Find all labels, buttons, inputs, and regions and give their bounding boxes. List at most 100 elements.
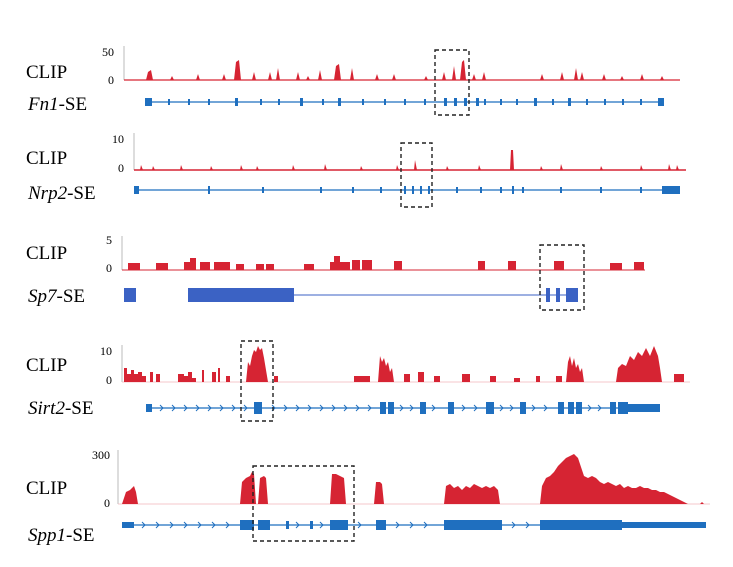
exon <box>576 402 582 414</box>
exon <box>254 402 262 414</box>
y-min-label: 0 <box>108 73 114 87</box>
exon <box>428 186 430 194</box>
exon <box>235 98 238 106</box>
exon <box>404 99 406 105</box>
highlight-box <box>252 465 355 542</box>
exon <box>476 98 479 106</box>
gene-label: Fn1-SE <box>27 94 87 115</box>
exon <box>552 99 554 105</box>
clip-peak <box>156 263 168 270</box>
exon <box>145 98 152 106</box>
gene-label: Nrp2-SE <box>27 183 96 204</box>
gene-label: Sirt2-SE <box>28 398 93 419</box>
panel-sirt2: CLIP 10 0 Sirt2-SE <box>26 340 690 422</box>
exon <box>258 520 270 530</box>
exon <box>444 520 502 530</box>
intron-arrows <box>141 521 530 529</box>
clip-signal <box>124 346 684 382</box>
clip-peak <box>200 262 210 270</box>
exon <box>534 98 537 106</box>
gene-suffix: -SE <box>67 183 96 204</box>
exon <box>586 99 588 105</box>
exon <box>122 522 134 528</box>
exon <box>556 288 560 302</box>
y-max-label: 5 <box>106 233 112 247</box>
exon <box>464 98 467 106</box>
gene-name: Fn1 <box>27 94 59 115</box>
panel-nrp2: CLIP 10 0 Nrp2-SE <box>26 132 686 208</box>
clip-peak <box>508 261 516 270</box>
exon <box>628 404 660 412</box>
exon <box>208 99 210 105</box>
gene-name: Nrp2 <box>27 183 68 204</box>
clip-peak <box>214 262 230 270</box>
exon <box>600 187 602 193</box>
clip-peak <box>634 262 644 270</box>
exon <box>500 187 502 193</box>
exon <box>168 99 170 105</box>
exon <box>188 288 294 302</box>
clip-signal <box>128 256 644 270</box>
track-label: CLIP <box>26 355 67 376</box>
intron-arrow-marks <box>159 404 602 412</box>
clip-signal <box>122 454 704 504</box>
exon <box>380 187 382 193</box>
track-label: CLIP <box>26 148 67 169</box>
highlight-box <box>434 49 470 116</box>
clip-peak <box>362 260 372 270</box>
exon <box>320 187 322 193</box>
exon <box>662 186 680 194</box>
exon <box>380 402 386 414</box>
exon <box>404 186 406 194</box>
gene-suffix: -SE <box>59 94 88 115</box>
exon <box>512 186 514 194</box>
exon <box>658 98 664 106</box>
exon <box>486 402 494 414</box>
clip-peak <box>478 261 485 270</box>
exon <box>338 98 341 106</box>
clip-peak <box>128 263 140 270</box>
exon <box>420 402 426 414</box>
exon <box>134 186 139 194</box>
exon <box>322 99 324 105</box>
exon <box>540 520 622 530</box>
gene-name: Sp7 <box>28 286 58 307</box>
exon <box>520 402 526 414</box>
clip-peak <box>554 261 564 270</box>
exon <box>484 99 486 105</box>
exon <box>516 99 518 105</box>
exon <box>412 186 414 194</box>
gene-name: Sirt2 <box>28 398 65 419</box>
exon <box>420 186 422 194</box>
track-label: CLIP <box>26 243 67 264</box>
clip-peak <box>236 264 244 270</box>
gene-exons <box>134 186 680 194</box>
exon <box>560 187 562 193</box>
exon <box>568 98 571 106</box>
clip-peak <box>190 258 196 270</box>
panel-fn1: CLIP 50 0 Fn1-SE <box>26 45 680 116</box>
clip-signal <box>124 60 680 80</box>
clip-peak <box>352 260 360 270</box>
exon <box>240 520 254 530</box>
exon <box>558 402 564 414</box>
exon <box>568 402 574 414</box>
exon <box>622 522 706 528</box>
clip-peak <box>266 264 274 270</box>
exon <box>618 402 628 414</box>
exon <box>500 99 502 105</box>
gene-label: Sp7-SE <box>28 286 85 307</box>
y-min-label: 0 <box>106 373 112 387</box>
clip-peak <box>610 263 622 270</box>
exon <box>610 402 616 414</box>
y-min-label: 0 <box>106 261 112 275</box>
gene-suffix: -SE <box>66 525 95 546</box>
exon <box>286 521 289 529</box>
y-max-label: 10 <box>112 132 124 146</box>
clip-peak <box>184 262 192 270</box>
exon <box>208 186 210 194</box>
exon <box>546 288 550 302</box>
gene-name: Spp1 <box>28 525 66 546</box>
y-max-label: 50 <box>102 45 114 59</box>
exon <box>604 99 606 105</box>
